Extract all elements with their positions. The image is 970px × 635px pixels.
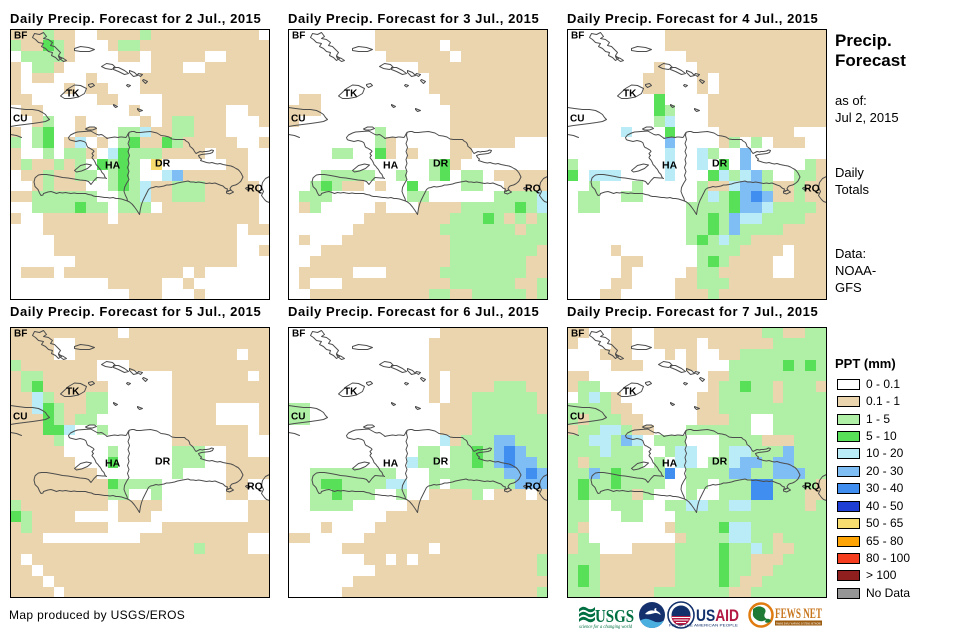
svg-text:RQ: RQ: [525, 183, 541, 195]
svg-text:HA: HA: [662, 160, 678, 172]
svg-text:RQ: RQ: [804, 481, 820, 493]
svg-text:TK: TK: [623, 89, 637, 100]
svg-text:CU: CU: [570, 114, 584, 125]
svg-text:BF: BF: [571, 329, 584, 340]
svg-text:TK: TK: [66, 387, 80, 398]
svg-text:RQ: RQ: [247, 481, 263, 493]
svg-text:FEWS NET: FEWS NET: [775, 606, 822, 622]
svg-text:CU: CU: [570, 412, 584, 423]
svg-text:FROM THE AMERICAN PEOPLE: FROM THE AMERICAN PEOPLE: [669, 624, 739, 628]
svg-text:TK: TK: [344, 89, 358, 100]
svg-text:BF: BF: [571, 31, 584, 42]
svg-text:FAMINE EARLY WARNING SYSTEMS N: FAMINE EARLY WARNING SYSTEMS NETWORK: [776, 622, 821, 626]
svg-text:CU: CU: [291, 412, 305, 423]
svg-text:science for a changing world: science for a changing world: [579, 625, 632, 630]
svg-text:CU: CU: [291, 114, 305, 125]
svg-text:HA: HA: [105, 160, 121, 172]
svg-text:HA: HA: [383, 458, 399, 470]
svg-text:TK: TK: [623, 387, 637, 398]
svg-text:BF: BF: [292, 329, 305, 340]
svg-text:BF: BF: [292, 31, 305, 42]
svg-text:USAID: USAID: [696, 607, 739, 625]
svg-text:CU: CU: [13, 114, 27, 125]
svg-text:BF: BF: [14, 329, 27, 340]
svg-text:RQ: RQ: [804, 183, 820, 195]
svg-text:TK: TK: [344, 387, 358, 398]
svg-text:DR: DR: [712, 158, 728, 170]
svg-text:HA: HA: [662, 458, 678, 470]
svg-text:HA: HA: [105, 458, 121, 470]
svg-text:TK: TK: [66, 89, 80, 100]
svg-text:DR: DR: [433, 456, 449, 468]
svg-text:USGS: USGS: [595, 606, 634, 626]
svg-text:DR: DR: [712, 456, 728, 468]
svg-text:DR: DR: [155, 158, 171, 170]
svg-text:HA: HA: [383, 160, 399, 172]
svg-text:BF: BF: [14, 31, 27, 42]
svg-text:RQ: RQ: [247, 183, 263, 195]
svg-text:RQ: RQ: [525, 481, 541, 493]
svg-text:DR: DR: [155, 456, 171, 468]
svg-text:DR: DR: [433, 158, 449, 170]
svg-text:CU: CU: [13, 412, 27, 423]
